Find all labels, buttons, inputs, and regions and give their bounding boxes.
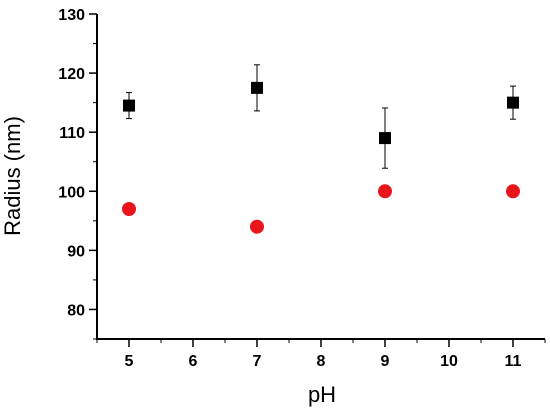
y-axis-title: Radius (nm): [0, 116, 25, 236]
y-tick-label: 80: [67, 302, 85, 319]
y-tick-label: 120: [58, 66, 85, 83]
y-tick-label: 130: [58, 7, 85, 24]
data-point-square: [123, 99, 135, 112]
data-point-circle: [506, 184, 520, 199]
x-tick-label: 6: [189, 353, 198, 370]
y-tick-label: 110: [59, 125, 85, 142]
y-tick-label: 90: [67, 243, 85, 260]
data-point-circle: [122, 202, 136, 216]
x-tick-label: 5: [125, 353, 134, 370]
axes: [96, 14, 545, 340]
data-point-circle: [250, 219, 264, 234]
x-tick-label: 9: [381, 353, 390, 370]
y-tick-label: 100: [58, 184, 85, 201]
data-point-square: [251, 81, 263, 94]
series-2: [122, 184, 520, 234]
data-point-circle: [378, 184, 392, 199]
data-points: [122, 64, 520, 234]
x-axis-title: pH: [308, 382, 336, 407]
series-1: [123, 64, 519, 169]
x-tick-label: 8: [317, 353, 326, 370]
data-point-square: [379, 132, 391, 145]
ticks: 5 6 7 8 9 10 11 80 90 100 110 120 130: [58, 7, 546, 370]
data-point-square: [507, 96, 519, 109]
x-tick-label: 10: [440, 353, 458, 370]
x-tick-label: 11: [505, 353, 522, 370]
x-tick-label: 7: [253, 353, 262, 370]
